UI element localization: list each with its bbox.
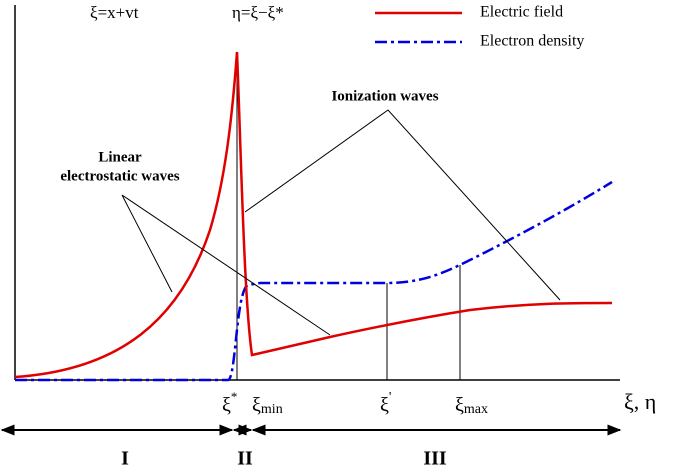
electric-field-curve (14, 51, 613, 379)
tick-label: ξmin (252, 394, 283, 418)
annotation: Linear (98, 149, 142, 165)
leader-line (244, 109, 561, 301)
annotation: electrostatic waves (60, 168, 179, 184)
tick-label: ξ' (380, 390, 391, 415)
electron-density-curve (15, 180, 613, 382)
region-label: III (423, 448, 447, 470)
region-label: I (121, 448, 129, 470)
leader-line (121, 194, 331, 336)
legend-label: Electric field (480, 4, 563, 21)
legend-label: Electron density (480, 33, 584, 50)
annotation: Ionization waves (331, 88, 438, 104)
coordinate-label: η=ξ−ξ* (232, 3, 284, 22)
tick-label: ξ* (222, 389, 237, 416)
tick-label: ξmax (455, 394, 488, 418)
axis-label: ξ, η (624, 389, 656, 414)
region-label: II (237, 448, 253, 470)
coordinate-label: ξ=x+vt (90, 3, 139, 22)
